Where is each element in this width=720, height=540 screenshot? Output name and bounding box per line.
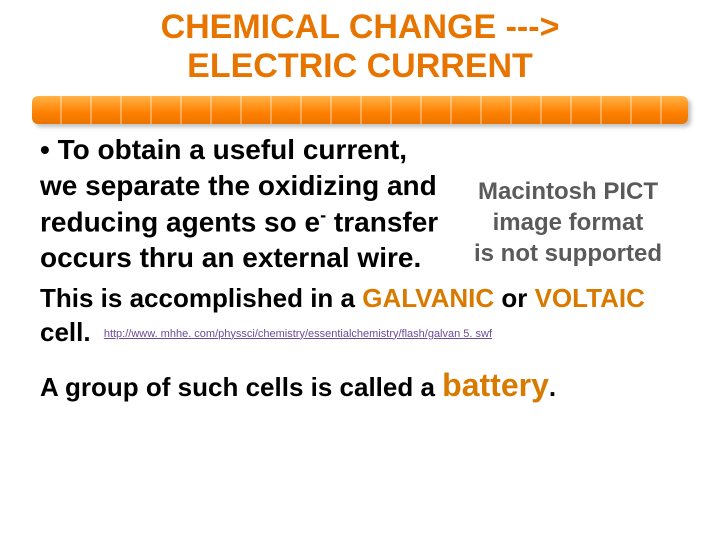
pict-line-1: Macintosh PICT [440,176,696,207]
para3-lead: A group of such cells is called a [40,372,442,402]
para2-mid: or [494,283,534,313]
bullet-paragraph: • To obtain a useful current, we separat… [40,132,450,276]
divider-bar [32,96,688,124]
reference-link[interactable]: http://www. mhhe. com/physsci/chemistry/… [104,328,492,340]
pict-placeholder: Macintosh PICT image format is not suppo… [440,176,696,270]
title-line-2: ELECTRIC CURRENT [0,47,720,86]
slide-title: CHEMICAL CHANGE ---> ELECTRIC CURRENT [0,0,720,86]
keyword-galvanic: GALVANIC [362,283,494,313]
keyword-battery: battery [442,367,549,403]
pict-line-3: is not supported [440,238,696,269]
para2-lead: This is accomplished in a [40,283,362,313]
para3-tail: . [549,372,556,402]
content-area: • To obtain a useful current, we separat… [0,124,720,404]
para2-tail: cell. [40,317,91,347]
battery-paragraph: A group of such cells is called a batter… [40,367,680,404]
title-line-1: CHEMICAL CHANGE ---> [0,8,720,47]
keyword-voltaic: VOLTAIC [535,283,645,313]
pict-line-2: image format [440,207,696,238]
galvanic-paragraph: This is accomplished in a GALVANIC or VO… [40,282,680,350]
